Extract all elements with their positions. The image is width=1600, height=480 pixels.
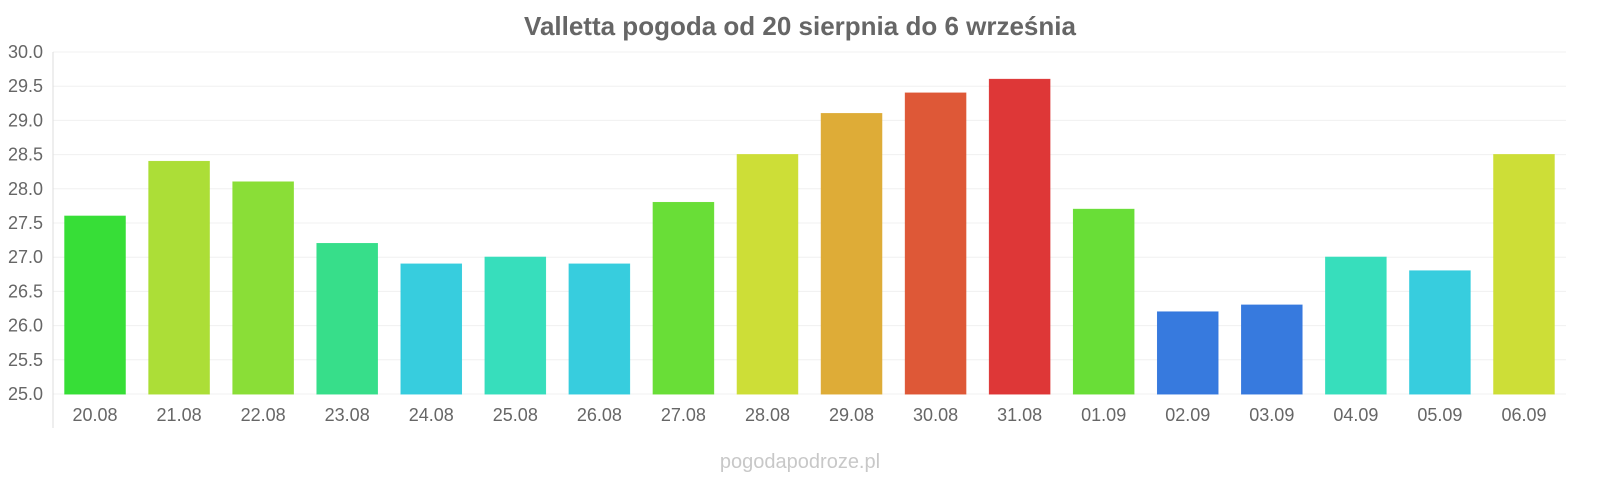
bar[interactable] [1325,256,1387,395]
bar[interactable] [736,154,799,395]
x-tick-label: 06.09 [1501,405,1546,425]
x-tick-label: 24.08 [409,405,454,425]
x-tick-label: 03.09 [1249,405,1294,425]
bar[interactable] [904,92,967,395]
bar[interactable] [316,243,378,395]
x-axis-ticks: 20.08 21.08 22.08 23.08 24.08 25.08 26.08 27.08… [73,405,1547,425]
y-axis-ticks: 25.0 25.5 26.0 26.5 27.0 27.5 28.0 28.5 29.0 29.5… [8,42,43,404]
y-tick-label: 26.0 [8,316,43,336]
x-tick-label: 04.09 [1333,405,1378,425]
x-tick-label: 25.08 [493,405,538,425]
x-tick-label: 02.09 [1165,405,1210,425]
chart-title: Valletta pogoda od 20 sierpnia do 6 wrze… [524,11,1076,41]
x-tick-label: 29.08 [829,405,874,425]
y-tick-label: 29.5 [8,76,43,96]
x-tick-label: 23.08 [325,405,370,425]
bar[interactable] [820,113,883,395]
bar[interactable] [1409,270,1471,395]
y-tick-label: 28.0 [8,179,43,199]
x-tick-label: 31.08 [997,405,1042,425]
y-tick-label: 27.5 [8,213,43,233]
y-tick-label: 30.0 [8,42,43,62]
x-tick-label: 22.08 [241,405,286,425]
bar[interactable] [1072,208,1135,395]
y-tick-label: 29.0 [8,110,43,130]
x-tick-label: 01.09 [1081,405,1126,425]
bars [64,78,1555,395]
gridlines [53,51,1566,395]
y-tick-label: 25.5 [8,350,43,370]
y-tick-label: 28.5 [8,145,43,165]
x-tick-label: 05.09 [1417,405,1462,425]
x-tick-label: 27.08 [661,405,706,425]
x-tick-label: 21.08 [157,405,202,425]
y-tick-label: 26.5 [8,281,43,301]
x-tick-label: 20.08 [73,405,118,425]
bar[interactable] [148,160,210,395]
bar[interactable] [64,215,126,395]
y-tick-label: 25.0 [8,384,43,404]
watermark-text: pogodapodroze.pl [719,451,881,473]
bar[interactable] [1241,304,1303,395]
x-tick-label: 30.08 [913,405,958,425]
bar[interactable] [232,181,294,395]
bar[interactable] [1156,311,1219,395]
bar[interactable] [400,263,463,395]
bar[interactable] [1493,154,1555,395]
bar[interactable] [568,263,631,395]
y-tick-label: 27.0 [8,247,43,267]
bar[interactable] [652,201,715,395]
bar[interactable] [988,78,1051,395]
x-tick-label: 26.08 [577,405,622,425]
x-tick-label: 28.08 [745,405,790,425]
bar[interactable] [484,256,547,395]
